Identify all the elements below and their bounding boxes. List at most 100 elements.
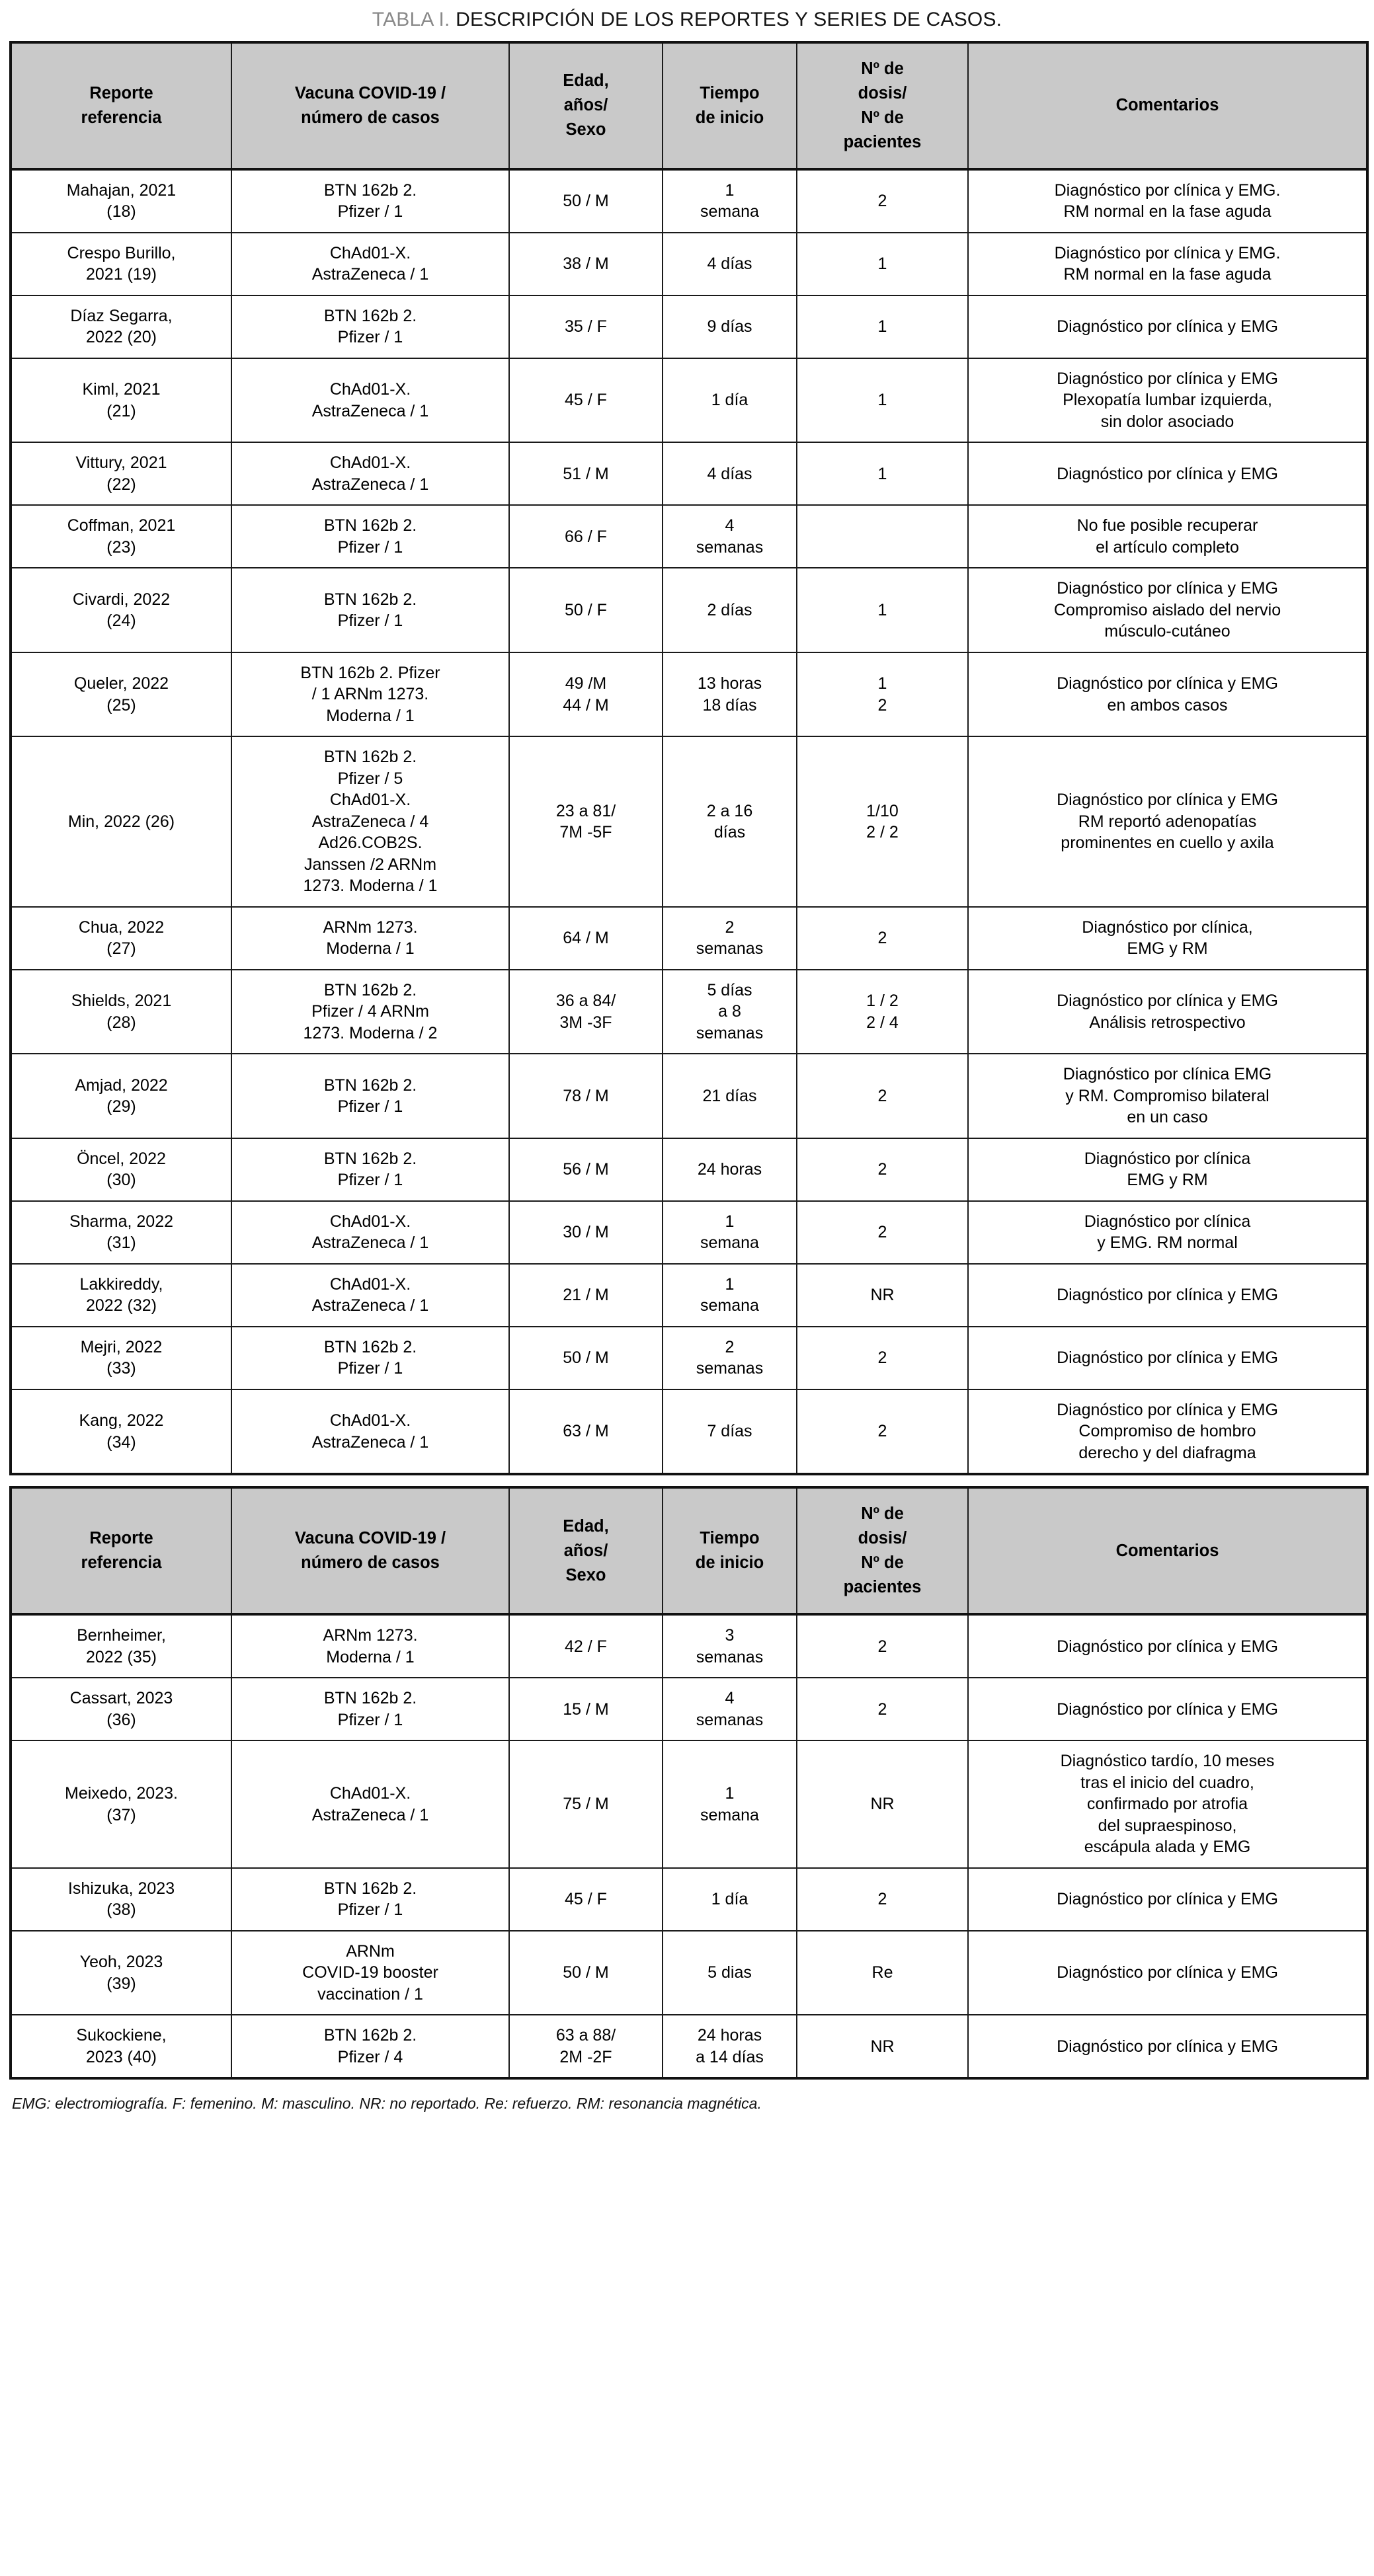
cell-comentarios: Diagnóstico por clínica y EMG [967,1930,1369,2016]
cell-dosis: 2 [796,1137,969,1202]
cell-edad: 30 / M [508,1200,663,1265]
cell-tiempo: 1 día [662,1867,797,1932]
cell-reporte: Coffman, 2021 (23) [9,504,232,569]
column-header-dosis: Nº de dosis/Nº de pacientes [796,1486,969,1616]
table-footnote: EMG: electromiografía. F: femenino. M: m… [12,2095,762,2113]
cell-comentarios: Diagnóstico por clínica EMG y RM [967,1137,1369,1202]
page-title: TABLA I. DESCRIPCIÓN DE LOS REPORTES Y S… [0,0,1374,41]
cell-tiempo: 9 días [662,294,797,359]
cell-comentarios: Diagnóstico por clínica y EMG [967,1325,1369,1390]
cell-comentarios: Diagnóstico por clínica y EMG. RM normal … [967,168,1369,233]
table-row: Vittury, 2021 (22) ChAd01-X. AstraZeneca / … [9,442,1369,506]
table-row: Kang, 2022 (34) ChAd01-X. AstraZeneca / 1 63… [9,1388,1369,1476]
cell-reporte: Yeoh, 2023 (39) [9,1930,232,2016]
cell-tiempo: 4 días [662,442,797,506]
cell-tiempo: 24 horas [662,1137,797,1202]
cell-vacuna: BTN 162b 2. Pfizer / 5 ChAd01-X. AstraZenec… [231,736,510,908]
cell-reporte: Öncel, 2022 (30) [9,1137,232,1202]
cell-dosis: NR [796,1740,969,1869]
cell-edad: 35 / F [508,294,663,359]
column-header-vacuna: Vacuna COVID-19 /número de casos [231,1486,510,1616]
cell-comentarios: Diagnóstico por clínica y EMG Plexopatía … [967,357,1369,444]
cell-tiempo: 2 a 16 días [662,736,797,908]
cell-dosis: 1 [796,294,969,359]
cell-tiempo: 1 semana [662,1200,797,1265]
cell-vacuna: BTN 162b 2. Pfizer / 1 [231,1053,510,1139]
cell-edad: 63 / M [508,1388,663,1476]
cell-vacuna: ChAd01-X. AstraZeneca / 1 [231,231,510,296]
cell-dosis: 2 [796,1325,969,1390]
table-row: Queler, 2022 (25) BTN 162b 2. Pfizer/ 1 AR… [9,651,1369,738]
cell-vacuna: BTN 162b 2. Pfizer / 1 [231,294,510,359]
cell-tiempo: 1 semana [662,168,797,233]
cell-tiempo: 2 días [662,567,797,653]
cell-comentarios: Diagnóstico por clínica y EMG [967,2014,1369,2080]
cell-vacuna: ARNm 1273. Moderna / 1 [231,1614,510,1679]
cell-tiempo: 1 semana [662,1740,797,1869]
cell-reporte: Cassart, 2023 (36) [9,1677,232,1742]
table-title-text: DESCRIPCIÓN DE LOS REPORTES Y SERIES DE … [456,9,1002,30]
section-separator-cell [11,1474,1367,1488]
cell-edad: 50 / M [508,1930,663,2016]
column-header-edad: Edad, años/Sexo [508,41,663,171]
cell-comentarios: Diagnóstico por clínica y EMG [967,294,1369,359]
cell-dosis: 2 [796,1677,969,1742]
table-row: Crespo Burillo, 2021 (19) ChAd01-X. AstraZe… [9,231,1369,296]
table-row: Díaz Segarra, 2022 (20) BTN 162b 2. Pfizer … [9,294,1369,359]
cell-dosis: Re [796,1930,969,2016]
cell-edad: 64 / M [508,906,663,970]
cell-edad: 42 / F [508,1614,663,1679]
cell-tiempo: 1 semana [662,1263,797,1327]
cell-reporte: Mahajan, 2021 (18) [9,168,232,233]
table-number: TABLA I. [372,9,450,30]
cell-reporte: Díaz Segarra, 2022 (20) [9,294,232,359]
cell-vacuna: ChAd01-X. AstraZeneca / 1 [231,1263,510,1327]
cell-comentarios: Diagnóstico por clínica y EMG. RM normal … [967,231,1369,296]
cell-vacuna: ChAd01-X. AstraZeneca / 1 [231,1388,510,1476]
cell-reporte: Kiml, 2021 (21) [9,357,232,444]
table-row: Lakkireddy, 2022 (32) ChAd01-X. AstraZeneca… [9,1263,1369,1327]
cell-comentarios: Diagnóstico por clínica EMG y RM. Comprom… [967,1053,1369,1139]
cell-edad: 21 / M [508,1263,663,1327]
cell-comentarios: Diagnóstico por clínica y EMG RM reportó … [967,736,1369,908]
cell-dosis: 1 [796,357,969,444]
cell-tiempo: 2 semanas [662,906,797,970]
cell-vacuna: BTN 162b 2. Pfizer / 4 [231,2014,510,2080]
cell-edad: 75 / M [508,1740,663,1869]
cell-reporte: Min, 2022 (26) [9,736,232,908]
table-row: Bernheimer, 2022 (35) ARNm 1273. Moderna / … [9,1614,1369,1679]
cell-comentarios: Diagnóstico tardío, 10 meses tras el inic… [967,1740,1369,1869]
cell-vacuna: BTN 162b 2. Pfizer / 4 ARNm 1273. Moderna … [231,968,510,1055]
cell-reporte: Bernheimer, 2022 (35) [9,1614,232,1679]
cell-reporte: Ishizuka, 2023 (38) [9,1867,232,1932]
cell-vacuna: BTN 162b 2. Pfizer / 1 [231,168,510,233]
table-row: Amjad, 2022 (29) BTN 162b 2. Pfizer / 1 78 /… [9,1053,1369,1139]
cell-edad: 45 / F [508,357,663,444]
cell-dosis: 1 [796,442,969,506]
table-row: Min, 2022 (26) BTN 162b 2. Pfizer / 5 ChAd0… [9,736,1369,908]
cell-edad: 50 / M [508,1325,663,1390]
cell-reporte: Sukockiene, 2023 (40) [9,2014,232,2080]
cell-edad: 50 / M [508,168,663,233]
table-row: Shields, 2021 (28) BTN 162b 2. Pfizer / 4 A… [9,968,1369,1055]
cell-comentarios: Diagnóstico por clínica y EMG en ambos ca… [967,651,1369,738]
cell-dosis: NR [796,1263,969,1327]
table-header-row: Reporte referencia Vacuna COVID-19 /número… [9,1486,1369,1616]
cell-reporte: Amjad, 2022 (29) [9,1053,232,1139]
cell-dosis: 2 [796,906,969,970]
cell-vacuna: BTN 162b 2. Pfizer / 1 [231,504,510,569]
cell-reporte: Queler, 2022 (25) [9,651,232,738]
cases-table: Reporte referencia Vacuna COVID-19 /número… [9,41,1369,2080]
column-header-reporte: Reporte referencia [9,1486,232,1616]
cell-edad: 36 a 84/3M -3F [508,968,663,1055]
cell-edad: 63 a 88/2M -2F [508,2014,663,2080]
cell-vacuna: BTN 162b 2. Pfizer / 1 [231,1325,510,1390]
cell-dosis: 2 [796,168,969,233]
cell-vacuna: BTN 162b 2. Pfizer/ 1 ARNm 1273. Moderna … [231,651,510,738]
table-row: Coffman, 2021 (23) BTN 162b 2. Pfizer / 1 66… [9,504,1369,569]
cell-edad: 50 / F [508,567,663,653]
cell-comentarios: No fue posible recuperar el artículo comp… [967,504,1369,569]
cell-tiempo: 24 horas a 14 días [662,2014,797,2080]
